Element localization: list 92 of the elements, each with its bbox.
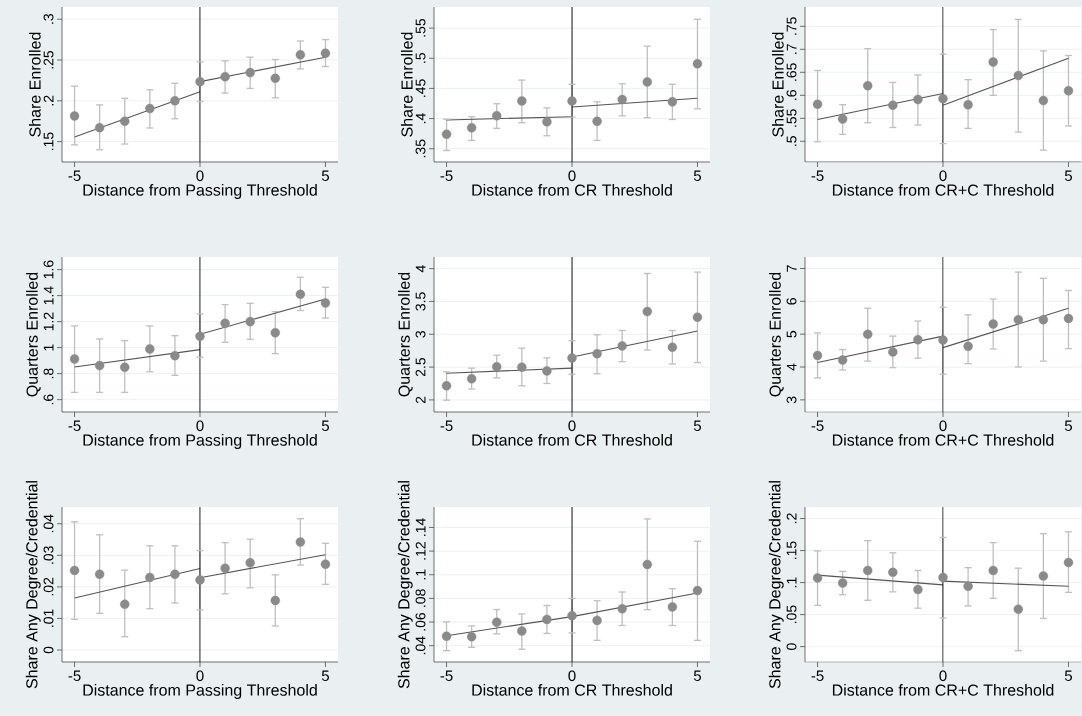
x-axis-title: Distance from CR Threshold bbox=[472, 434, 672, 446]
y-tick-label: 7 bbox=[786, 265, 797, 272]
x-tick-label: 5 bbox=[693, 170, 702, 181]
y-tick-label: .7 bbox=[786, 44, 797, 54]
y-tick-label: .14 bbox=[415, 518, 426, 536]
x-tick-label: 5 bbox=[321, 670, 330, 681]
x-tick-label: -5 bbox=[68, 420, 81, 431]
x-tick-label: 5 bbox=[1064, 670, 1073, 681]
x-tick-label: -5 bbox=[440, 670, 453, 681]
y-axis-title: Quarters Enrolled bbox=[769, 272, 784, 397]
y-tick-label: .03 bbox=[43, 546, 54, 564]
x-tick-label: 5 bbox=[1064, 170, 1073, 181]
x-tick-label: -5 bbox=[68, 170, 81, 181]
y-tick-label: .02 bbox=[43, 577, 54, 596]
x-axis-title: Distance from CR+C Threshold bbox=[832, 684, 1054, 696]
y-tick-label: .04 bbox=[415, 636, 426, 655]
y-tick-label: .5 bbox=[786, 136, 797, 146]
y-axis-title: Share Any Degree/Credential bbox=[25, 481, 41, 689]
x-tick-label: -5 bbox=[68, 670, 81, 681]
y-tick-label: .65 bbox=[786, 63, 797, 81]
y-tick-label: .04 bbox=[43, 514, 54, 533]
y-tick-label: .6 bbox=[786, 90, 797, 100]
x-tick-label: 0 bbox=[568, 170, 576, 182]
y-tick-label: .08 bbox=[415, 589, 426, 607]
y-tick-label: 1 bbox=[43, 344, 54, 351]
y-axis-title: Share Enrolled bbox=[771, 32, 784, 137]
x-axis-title: Distance from CR Threshold bbox=[472, 184, 672, 196]
x-axis-title: Distance from CR+C Threshold bbox=[832, 184, 1054, 196]
y-tick-label: .6 bbox=[43, 394, 54, 405]
x-tick-label: 5 bbox=[321, 420, 330, 431]
y-tick-label: 6 bbox=[786, 298, 797, 305]
y-tick-label: .45 bbox=[415, 79, 426, 97]
y-tick-label: 0 bbox=[43, 646, 54, 654]
x-tick-label: 0 bbox=[568, 420, 576, 432]
x-tick-label: 5 bbox=[321, 170, 330, 181]
y-tick-label: .2 bbox=[43, 95, 54, 106]
y-tick-label: .1 bbox=[786, 577, 797, 588]
y-axis-title: Quarters Enrolled bbox=[26, 272, 41, 397]
x-tick-label: 5 bbox=[693, 420, 702, 431]
x-tick-label: 0 bbox=[939, 420, 947, 432]
y-axis-title: Share Enrolled bbox=[28, 32, 41, 137]
y-tick-label: 1.4 bbox=[43, 286, 54, 305]
y-tick-label: .8 bbox=[43, 368, 54, 379]
x-tick-label: 0 bbox=[939, 170, 947, 182]
y-tick-label: .25 bbox=[43, 50, 54, 69]
y-axis-title: Share Any Degree/Credential bbox=[397, 481, 413, 689]
y-tick-label: 0 bbox=[786, 643, 797, 650]
x-axis-title: Distance from Passing Threshold bbox=[83, 184, 317, 199]
y-tick-label: 3.5 bbox=[415, 292, 426, 311]
x-tick-label: 0 bbox=[939, 670, 947, 682]
x-tick-label: 0 bbox=[196, 420, 204, 432]
y-tick-label: .15 bbox=[786, 541, 797, 559]
y-tick-label: .12 bbox=[415, 542, 426, 560]
y-tick-label: .15 bbox=[43, 132, 54, 151]
x-tick-label: 0 bbox=[196, 670, 204, 682]
y-tick-label: .3 bbox=[43, 14, 54, 24]
y-tick-label: .55 bbox=[415, 18, 426, 37]
y-tick-label: .1 bbox=[415, 569, 426, 580]
x-tick-label: -5 bbox=[811, 670, 824, 681]
y-tick-label: 1.2 bbox=[43, 312, 54, 331]
x-tick-label: 5 bbox=[1064, 420, 1073, 431]
x-axis-title: Distance from Passing Threshold bbox=[83, 684, 317, 699]
y-tick-label: .05 bbox=[786, 605, 797, 624]
y-tick-label: .55 bbox=[786, 109, 797, 127]
x-tick-label: -5 bbox=[811, 420, 824, 431]
y-tick-label: 2 bbox=[415, 396, 426, 404]
y-tick-label: .06 bbox=[415, 612, 426, 631]
x-tick-label: 5 bbox=[693, 670, 702, 681]
x-tick-label: -5 bbox=[440, 170, 453, 181]
x-axis-title: Distance from Passing Threshold bbox=[83, 434, 317, 449]
y-tick-label: .4 bbox=[415, 113, 426, 124]
y-tick-label: 4 bbox=[786, 363, 797, 371]
y-tick-label: .01 bbox=[43, 609, 54, 627]
y-tick-label: 3 bbox=[786, 396, 797, 404]
y-axis-title: Share Enrolled bbox=[400, 32, 413, 137]
x-axis-title: Distance from CR Threshold bbox=[472, 684, 672, 696]
y-tick-label: .75 bbox=[786, 17, 797, 35]
y-axis-title: Share Any Degree/Credential bbox=[768, 481, 784, 689]
x-tick-label: -5 bbox=[440, 420, 453, 431]
y-tick-label: 4 bbox=[415, 265, 426, 273]
y-tick-label: 3 bbox=[415, 330, 426, 338]
x-tick-label: 0 bbox=[568, 670, 576, 682]
y-tick-label: 1.6 bbox=[43, 260, 54, 279]
x-tick-label: -5 bbox=[811, 170, 824, 181]
x-tick-label: 0 bbox=[196, 170, 204, 182]
y-tick-label: .35 bbox=[415, 139, 426, 158]
y-tick-label: 5 bbox=[786, 330, 797, 338]
x-axis-title: Distance from CR+C Threshold bbox=[832, 434, 1054, 446]
y-tick-label: .2 bbox=[786, 513, 797, 524]
y-tick-label: .5 bbox=[415, 53, 426, 63]
y-tick-label: 2.5 bbox=[415, 357, 426, 377]
y-axis-title: Quarters Enrolled bbox=[398, 272, 413, 397]
